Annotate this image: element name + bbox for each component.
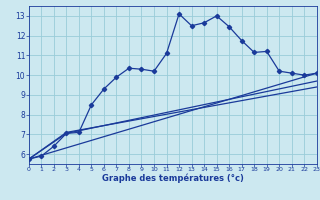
X-axis label: Graphe des températures (°c): Graphe des températures (°c) xyxy=(102,174,244,183)
